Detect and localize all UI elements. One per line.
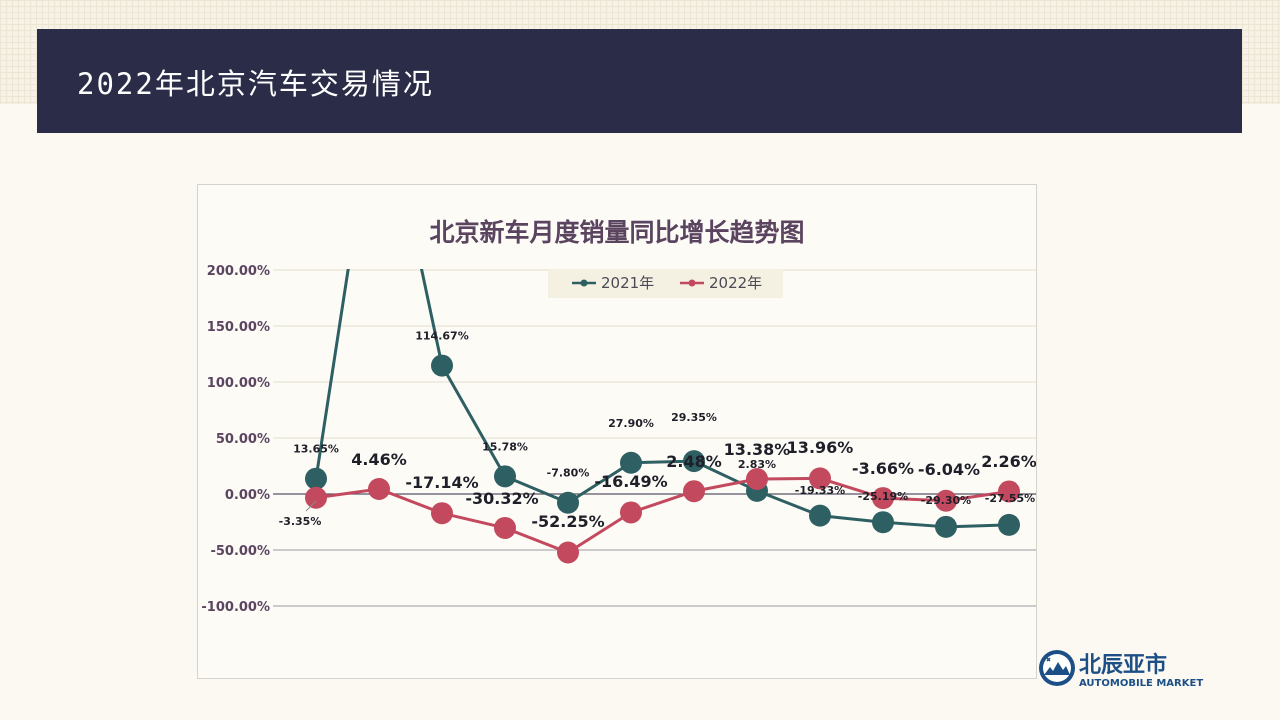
point-2022	[368, 478, 390, 501]
y-tick-label: -100.00%	[201, 600, 270, 615]
point-2022	[305, 486, 327, 509]
point-2021	[305, 467, 327, 490]
point-2021	[809, 504, 831, 527]
data-label-2022: -3.35%	[279, 515, 322, 528]
point-2022	[746, 468, 768, 491]
legend-marker	[580, 279, 588, 287]
logo: 北辰亚市 AUTOMOBILE MARKET	[1039, 650, 1203, 689]
y-tick-label: 100.00%	[207, 376, 270, 391]
point-2021	[494, 465, 516, 488]
legend-label: 2021年	[601, 274, 654, 292]
point-2021	[998, 513, 1020, 536]
data-label-2022: 13.38%	[724, 440, 791, 459]
logo-emblem-icon	[1039, 650, 1075, 686]
data-label-2022: -30.32%	[465, 489, 538, 508]
point-2021	[431, 354, 453, 377]
data-label-2021: -27.55%	[985, 492, 1035, 505]
legend-label: 2022年	[709, 274, 762, 292]
logo-text-cn: 北辰亚市	[1079, 652, 1167, 678]
data-label-2021: -19.33%	[795, 484, 845, 497]
data-label-2022: -17.14%	[405, 473, 478, 492]
data-label-2021: 29.35%	[671, 411, 717, 424]
data-label-2022: -3.66%	[852, 459, 914, 478]
point-2022	[872, 487, 894, 510]
data-label-leader	[305, 500, 317, 512]
point-2021	[683, 450, 705, 473]
point-2022	[935, 489, 957, 512]
data-label-2021: -7.80%	[547, 467, 590, 480]
point-2022	[809, 467, 831, 490]
data-label-2022: -6.04%	[918, 460, 980, 479]
data-label-2021: -29.30%	[921, 494, 971, 507]
data-label-2022: 2.26%	[981, 452, 1036, 471]
plot-area	[305, 269, 1020, 564]
data-label-2021: 13.65%	[293, 443, 339, 456]
point-2021	[620, 451, 642, 474]
legend-marker	[688, 279, 696, 287]
data-label-2022: 13.96%	[787, 438, 854, 457]
data-label-2021: 27.90%	[608, 417, 654, 430]
data-label-2021: 2.83%	[738, 458, 776, 471]
point-2021	[935, 515, 957, 538]
y-tick-label: -50.00%	[210, 544, 270, 559]
y-tick-label: 50.00%	[216, 432, 270, 447]
logo-text-en: AUTOMOBILE MARKET	[1079, 678, 1203, 689]
point-2022	[620, 501, 642, 524]
page-title: 2022年北京汽车交易情况	[77, 67, 434, 101]
point-2021	[872, 511, 894, 534]
point-2022	[998, 480, 1020, 503]
data-label-2021: 114.67%	[415, 330, 468, 343]
data-label-2022: 2.48%	[666, 452, 722, 471]
data-label-2021: -25.19%	[858, 490, 908, 503]
point-2021	[557, 491, 579, 514]
header-band: 2022年北京汽车交易情况	[37, 29, 1242, 133]
chart-title: 北京新车月度销量同比增长趋势图	[429, 218, 804, 247]
data-label-2022: 4.46%	[351, 450, 407, 469]
point-2022	[557, 541, 579, 564]
point-2022	[683, 480, 705, 503]
y-tick-label: 150.00%	[207, 320, 270, 335]
y-tick-label: 200.00%	[207, 264, 270, 279]
chart-frame: 北京新车月度销量同比增长趋势图 200.00% 150.00% 100.00% 50.0…	[197, 184, 1037, 679]
point-2022	[494, 516, 516, 539]
data-label-2022: -16.49%	[594, 472, 667, 491]
data-label-2021: 15.78%	[482, 440, 528, 453]
point-2022	[431, 502, 453, 525]
line-chart: 北京新车月度销量同比增长趋势图 200.00% 150.00% 100.00% 50.0…	[201, 218, 1036, 615]
y-tick-label: 0.00%	[225, 488, 270, 503]
data-label-2022: -52.25%	[531, 512, 604, 531]
